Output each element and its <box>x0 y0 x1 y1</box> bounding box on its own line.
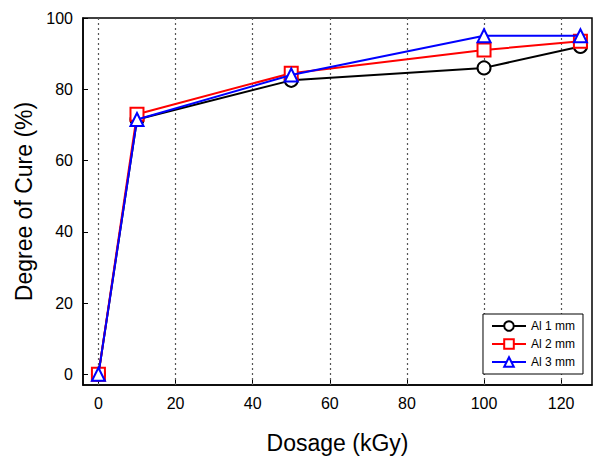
svg-text:0: 0 <box>64 366 73 383</box>
svg-text:20: 20 <box>167 395 185 412</box>
svg-text:80: 80 <box>55 81 73 98</box>
svg-text:40: 40 <box>244 395 262 412</box>
svg-text:Dosage (kGy): Dosage (kGy) <box>267 430 409 456</box>
svg-text:120: 120 <box>548 395 575 412</box>
svg-text:Al 3 mm: Al 3 mm <box>531 355 575 369</box>
svg-text:20: 20 <box>55 295 73 312</box>
svg-text:Al 2 mm: Al 2 mm <box>531 337 575 351</box>
svg-text:Degree of Cure (%): Degree of Cure (%) <box>11 102 37 301</box>
svg-text:0: 0 <box>94 395 103 412</box>
svg-text:100: 100 <box>471 395 498 412</box>
svg-text:80: 80 <box>398 395 416 412</box>
svg-text:100: 100 <box>46 10 73 27</box>
svg-text:60: 60 <box>55 152 73 169</box>
svg-text:Al 1 mm: Al 1 mm <box>531 319 575 333</box>
svg-text:40: 40 <box>55 223 73 240</box>
svg-text:60: 60 <box>321 395 339 412</box>
